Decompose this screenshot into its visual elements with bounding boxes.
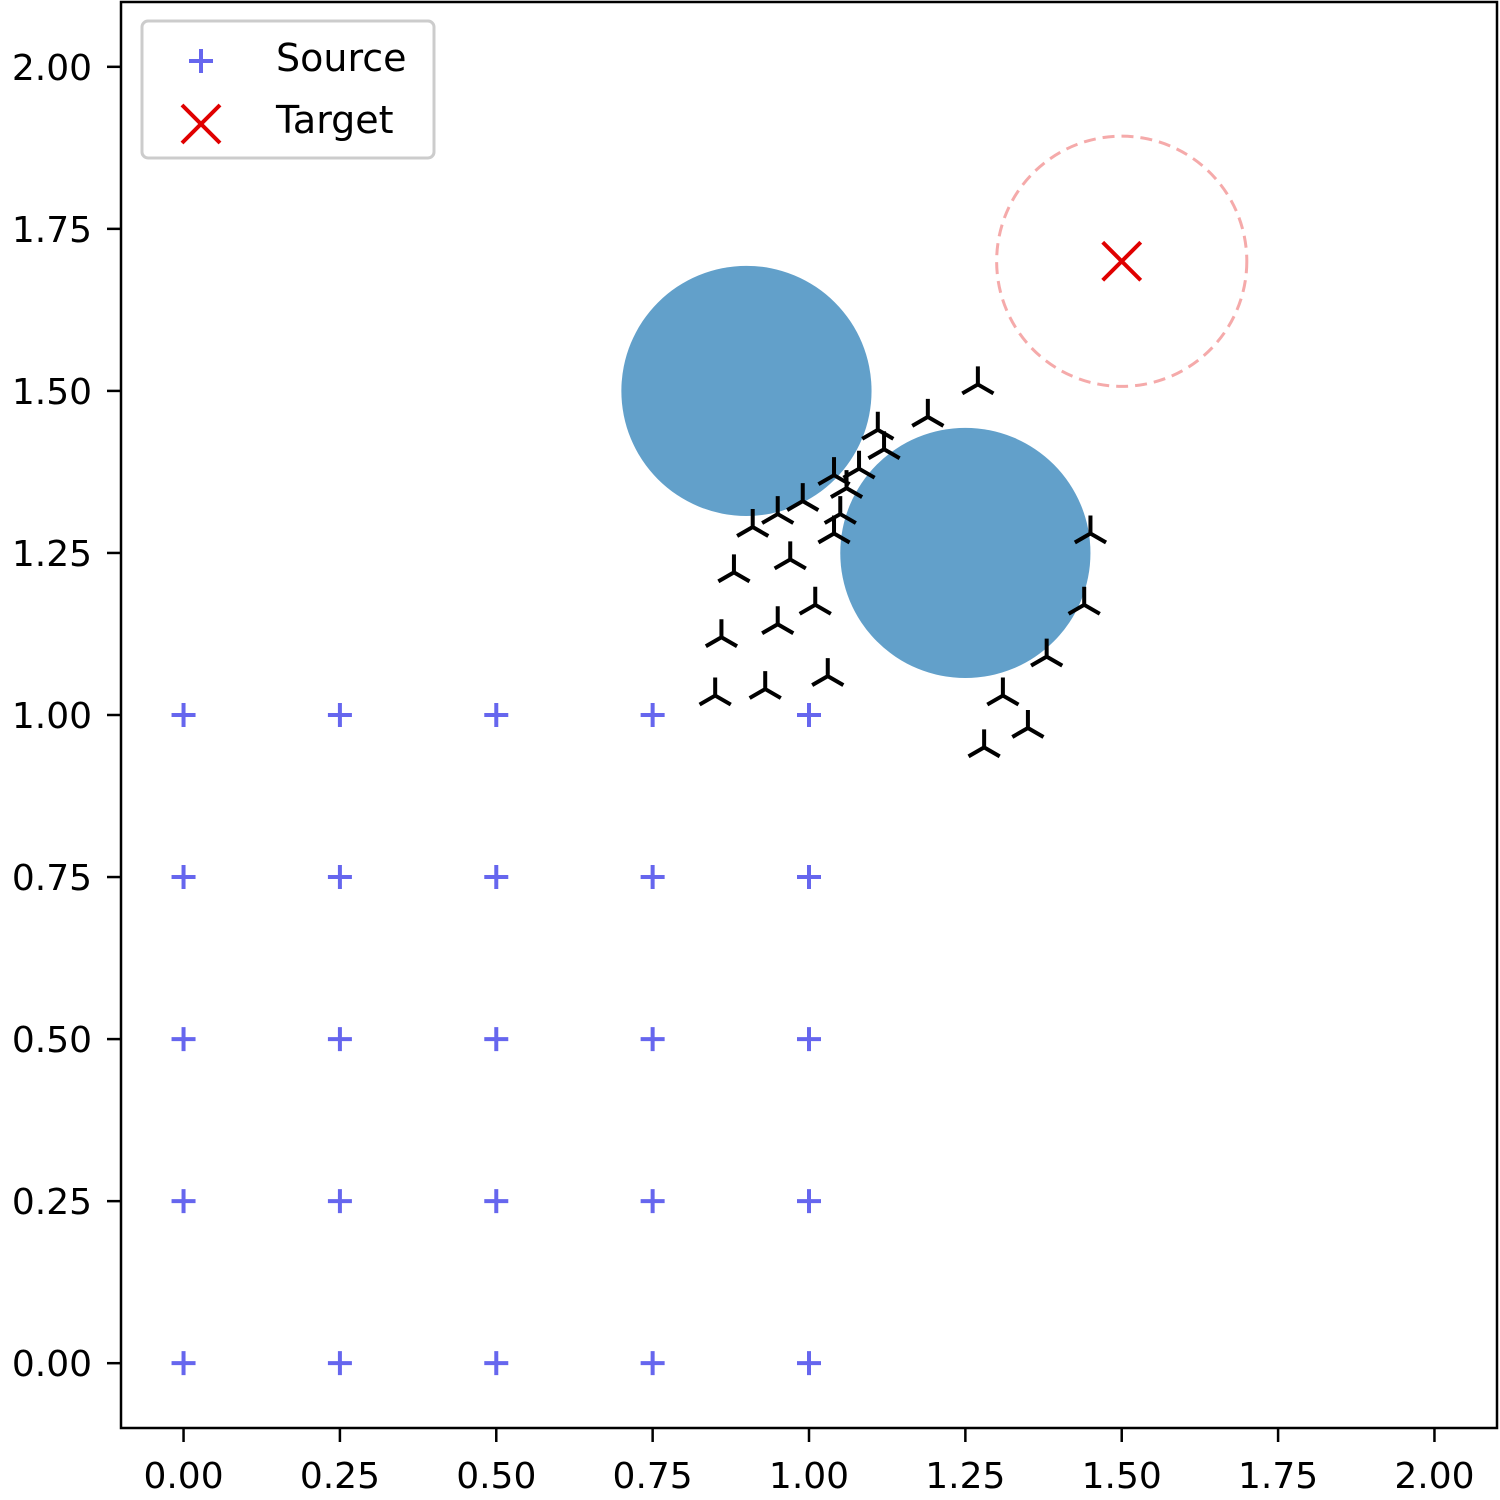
path-tri-point-22 — [1067, 586, 1101, 616]
legend-source-label: Source — [276, 36, 407, 80]
y-tick-label: 1.25 — [12, 534, 92, 575]
legend: Source Target — [140, 19, 436, 160]
path-tri-point-6 — [798, 586, 832, 616]
path-tri-point-12 — [786, 483, 820, 512]
legend-target-label: Target — [275, 98, 394, 142]
path-tri-point-20 — [961, 366, 995, 396]
y-tick-label: 1.50 — [12, 372, 92, 413]
y-tick-label: 0.50 — [12, 1020, 92, 1061]
path-tri-point-24 — [986, 677, 1020, 707]
source-point-2 — [327, 1351, 352, 1376]
source-point-11 — [171, 1027, 196, 1052]
plot-area — [171, 134, 1249, 1376]
source-point-18 — [484, 865, 509, 890]
x-tick-label: 1.75 — [1238, 1456, 1318, 1497]
x-tick-label: 0.75 — [613, 1456, 693, 1497]
legend-box — [140, 19, 436, 160]
obstacle-circle-1 — [621, 265, 872, 516]
path-tri-point-18 — [861, 411, 895, 441]
path-tri-point-14 — [829, 470, 864, 499]
path-tri-point-4 — [704, 619, 739, 648]
source-point-24 — [640, 703, 665, 727]
axis-ticks: 0.00 0.25 0.50 0.75 1.00 1.25 1.50 1.75 2.00 0.00… — [12, 48, 1475, 1497]
x-tick-label: 2.00 — [1394, 1456, 1474, 1497]
x-tick-label: 1.25 — [925, 1456, 1005, 1497]
legend-target-marker — [180, 103, 222, 145]
source-point-8 — [484, 1189, 509, 1214]
y-tick-label: 0.25 — [12, 1182, 92, 1223]
path-tri-point-26 — [967, 729, 1001, 759]
source-point-16 — [171, 865, 196, 890]
source-point-5 — [797, 1351, 821, 1376]
path-tri-point-8 — [773, 541, 807, 571]
source-point-22 — [327, 703, 352, 727]
legend-source-marker — [189, 49, 213, 73]
path-tri-point-11 — [761, 496, 795, 525]
path-tri-point-15 — [817, 457, 851, 486]
source-point-23 — [484, 703, 509, 727]
path-tri-point-19 — [911, 398, 945, 428]
path-tri-point-16 — [842, 450, 876, 480]
source-point-12 — [327, 1027, 352, 1052]
y-tick-label: 1.00 — [12, 696, 92, 737]
source-point-1 — [171, 1351, 196, 1376]
x-tick-label: 1.50 — [1082, 1456, 1162, 1497]
source-point-6 — [171, 1189, 196, 1214]
path-tri-point-10 — [736, 509, 770, 538]
source-point-17 — [327, 865, 352, 890]
source-point-10 — [797, 1189, 821, 1214]
source-point-13 — [484, 1027, 509, 1052]
y-tick-label: 2.00 — [12, 48, 92, 89]
obstacle-circle-2 — [840, 427, 1091, 679]
path-tri-point-3 — [811, 658, 845, 687]
source-point-4 — [640, 1351, 665, 1376]
x-tick-label: 0.00 — [143, 1456, 223, 1497]
path-tri-point-5 — [761, 606, 795, 635]
source-point-7 — [327, 1189, 352, 1214]
path-tri-point-1 — [698, 677, 732, 707]
path-tri-point-13 — [823, 496, 857, 525]
target-region-circle — [995, 134, 1249, 388]
source-point-21 — [171, 703, 196, 727]
source-point-25 — [797, 703, 821, 727]
source-point-19 — [640, 865, 665, 890]
x-tick-label: 0.50 — [456, 1456, 536, 1497]
path-tri-point-7 — [717, 554, 751, 584]
y-tick-label: 0.75 — [12, 858, 92, 899]
source-point-14 — [640, 1027, 665, 1052]
path-tri-point-21 — [1073, 515, 1108, 545]
x-tick-label: 0.25 — [300, 1456, 380, 1497]
target-point-1 — [1101, 240, 1143, 282]
source-point-3 — [484, 1351, 509, 1376]
path-tri-point-23 — [1030, 638, 1064, 668]
path-tri-point-2 — [748, 671, 782, 700]
source-point-20 — [797, 865, 821, 890]
source-point-9 — [640, 1189, 665, 1214]
y-tick-label: 0.00 — [12, 1344, 92, 1385]
source-point-15 — [797, 1027, 821, 1052]
x-tick-label: 1.00 — [769, 1456, 849, 1497]
path-tri-point-25 — [1011, 709, 1045, 739]
y-tick-label: 1.75 — [12, 210, 92, 251]
